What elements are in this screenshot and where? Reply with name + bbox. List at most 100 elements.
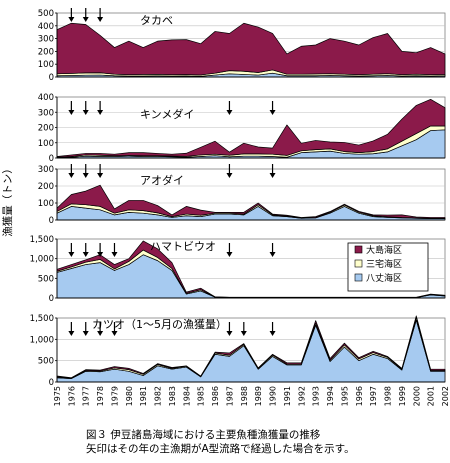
area-大島海区 (56, 315, 446, 379)
y-tick-label: 1,000 (30, 335, 54, 345)
arrow-head (226, 252, 233, 257)
x-tick-label: 1981 (139, 386, 148, 406)
x-tick-label: 2002 (441, 386, 450, 406)
arrow-head (226, 331, 233, 336)
x-tick-label: 1988 (240, 386, 249, 406)
arrow-head (240, 331, 247, 336)
arrow-head (68, 173, 75, 178)
x-tick-label: 1977 (82, 386, 91, 406)
y-tick-label: 200 (38, 124, 54, 134)
panel-title: ハマトビウオ (150, 240, 216, 253)
panel-5: 0 500 1,000 1,500 カツオ（1～5月の漁獲量） (30, 314, 446, 388)
legend-label: 大島海区 (366, 244, 402, 256)
caption-line-1: 図３ 伊豆諸島海域における主要魚種漁獲量の推移 (86, 429, 321, 441)
x-tick-labels: 1975 1976 1977 1978 1979 1980 1981 1982 1983 1984… (53, 386, 450, 406)
x-tick-label: 1992 (297, 386, 306, 406)
y-tick-label: 0 (49, 378, 54, 388)
caption-line-2: 矢印はその年の主漁期がA型流路で経過した場合を示す。 (86, 443, 355, 455)
x-tick-label: 1982 (154, 386, 163, 406)
arrow-head (82, 331, 89, 336)
x-tick-label: 1993 (312, 386, 321, 406)
y-tick-label: 0 (49, 73, 54, 83)
area-大島海区 (56, 98, 446, 158)
arrow-head (111, 252, 118, 257)
x-tick-label: 1986 (211, 386, 220, 406)
y-tick-label: 300 (38, 165, 54, 175)
arrow-head (269, 173, 276, 178)
area-大島海区 (56, 22, 446, 76)
y-tick-label: 1,000 (30, 255, 54, 265)
panel-title: カツオ（1～5月の漁獲量） (92, 317, 227, 331)
x-tick-label: 1979 (110, 386, 119, 406)
arrow-head (82, 17, 89, 22)
x-tick-label: 2001 (427, 386, 436, 406)
x-tick-label: 1980 (125, 386, 134, 406)
x-tick-label: 1975 (53, 386, 62, 406)
x-tick-label: 1984 (182, 386, 191, 406)
arrow-head (226, 110, 233, 115)
y-axis-label: 漁獲量（トン） (1, 163, 14, 237)
x-tick-label: 1991 (283, 386, 292, 406)
y-tick-label: 100 (38, 60, 54, 70)
x-tick-label: 1997 (369, 386, 378, 406)
area-大島海区 (56, 240, 446, 298)
panel-title: キンメダイ (140, 107, 194, 121)
x-tick-label: 1999 (398, 386, 407, 406)
x-tick-label: 1998 (384, 386, 393, 406)
y-tick-label: 1,500 (30, 235, 54, 245)
panel-2: 0 100 200 300 400 キンメダイ (38, 93, 446, 164)
panel-title: タカベ (140, 14, 173, 27)
y-tick-label: 500 (38, 9, 54, 19)
arrow-head (82, 252, 89, 257)
x-tick-label: 2000 (412, 386, 421, 406)
x-tick-label: 1976 (67, 386, 76, 406)
arrow-head (97, 252, 104, 257)
y-tick-label: 300 (38, 35, 54, 45)
arrow-head (82, 110, 89, 115)
arrow-head (97, 173, 104, 178)
y-tick-label: 100 (38, 199, 54, 209)
y-tick-label: 100 (38, 139, 54, 149)
arrow-head (226, 173, 233, 178)
y-tick-label: 300 (38, 108, 54, 118)
arrow-head (269, 331, 276, 336)
x-tick-label: 1985 (197, 386, 206, 406)
y-tick-label: 0 (49, 294, 54, 304)
arrow-head (269, 110, 276, 115)
arrow-head (97, 110, 104, 115)
y-tick-label: 400 (38, 93, 54, 103)
panel-3: 0 100 200 300 アオダイ (38, 164, 446, 226)
y-tick-label: 200 (38, 182, 54, 192)
arrow-head (269, 252, 276, 257)
arrow-head (68, 331, 75, 336)
legend-swatch (354, 245, 363, 254)
arrow-head (68, 17, 75, 22)
y-tick-label: 0 (49, 154, 54, 164)
y-tick-label: 1,500 (30, 314, 54, 324)
x-tick-label: 1994 (326, 386, 335, 406)
y-tick-label: 500 (38, 357, 54, 367)
x-tick-label: 1989 (254, 386, 263, 406)
y-tick-label: 500 (38, 274, 54, 284)
arrow-head (97, 17, 104, 22)
y-tick-label: 0 (49, 216, 54, 226)
x-tick-label: 1978 (96, 386, 105, 406)
panel-1: 0 100 200 300 400 500 タカベ (38, 8, 446, 83)
legend-swatch (354, 259, 363, 268)
area-大島海区 (56, 184, 446, 219)
arrow-head (82, 173, 89, 178)
legend-label: 三宅海区 (366, 258, 402, 270)
legend-swatch (354, 273, 363, 282)
arrow-head (68, 110, 75, 115)
x-tick-label: 1990 (269, 386, 278, 406)
x-tick-label: 1996 (355, 386, 364, 406)
legend-label: 八丈海区 (366, 272, 402, 284)
x-tick-label: 1995 (340, 386, 349, 406)
arrow-head (68, 252, 75, 257)
y-tick-label: 400 (38, 22, 54, 32)
x-tick-label: 1987 (225, 386, 234, 406)
arrow-head (97, 331, 104, 336)
